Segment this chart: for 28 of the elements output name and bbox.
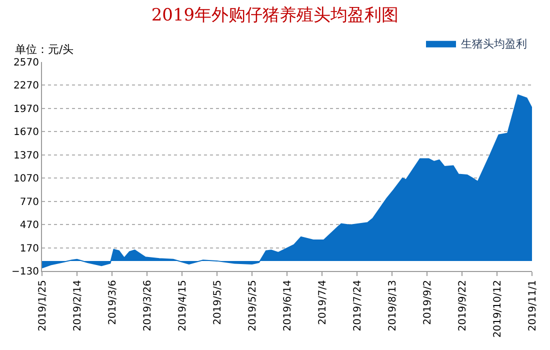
- x-tick-label: 2019/6/14: [282, 280, 294, 332]
- x-tick-label: 2019/2/14: [72, 280, 84, 332]
- legend-label: 生猪头均盈利: [461, 38, 527, 51]
- y-tick-label: 770: [20, 196, 39, 208]
- text: 单位：元/头: [15, 43, 74, 56]
- y-tick-label: −130: [12, 266, 39, 278]
- x-tick-label: 2019/4/15: [177, 280, 188, 332]
- y-tick-label: 170: [20, 243, 39, 254]
- x-tick-label: 2019/3/26: [142, 280, 154, 332]
- x-tick-label: 2019/7/24: [352, 280, 364, 332]
- y-tick-label: 2570: [14, 58, 39, 68]
- x-tick-label: 2019/11/1: [527, 280, 538, 332]
- x-tick-label: 2019/5/5: [212, 280, 224, 325]
- x-tick-label: 2019/3/6: [107, 280, 118, 325]
- y-tick-label: 1070: [14, 174, 39, 185]
- y-tick-label: 470: [20, 220, 39, 232]
- chart-title: 2019年外购仔猪养殖头均盈利图: [151, 6, 399, 26]
- x-tick-label: 2019/8/13: [387, 280, 398, 332]
- y-tick-label: 1670: [14, 127, 39, 138]
- x-tick-label: 2019/9/2: [422, 280, 434, 325]
- x-tick-label: 2019/5/25: [247, 280, 258, 332]
- x-tick-label: 2019/9/22: [457, 280, 468, 332]
- y-tick-label: 1970: [14, 104, 39, 115]
- x-tick-label: 2019/7/4: [317, 280, 328, 325]
- y-tick-label: 2270: [14, 80, 39, 92]
- x-tick-label: 2019/1/25: [37, 280, 48, 332]
- y-tick-label: 1370: [14, 150, 39, 162]
- x-tick-label: 2019/10/12: [492, 280, 504, 338]
